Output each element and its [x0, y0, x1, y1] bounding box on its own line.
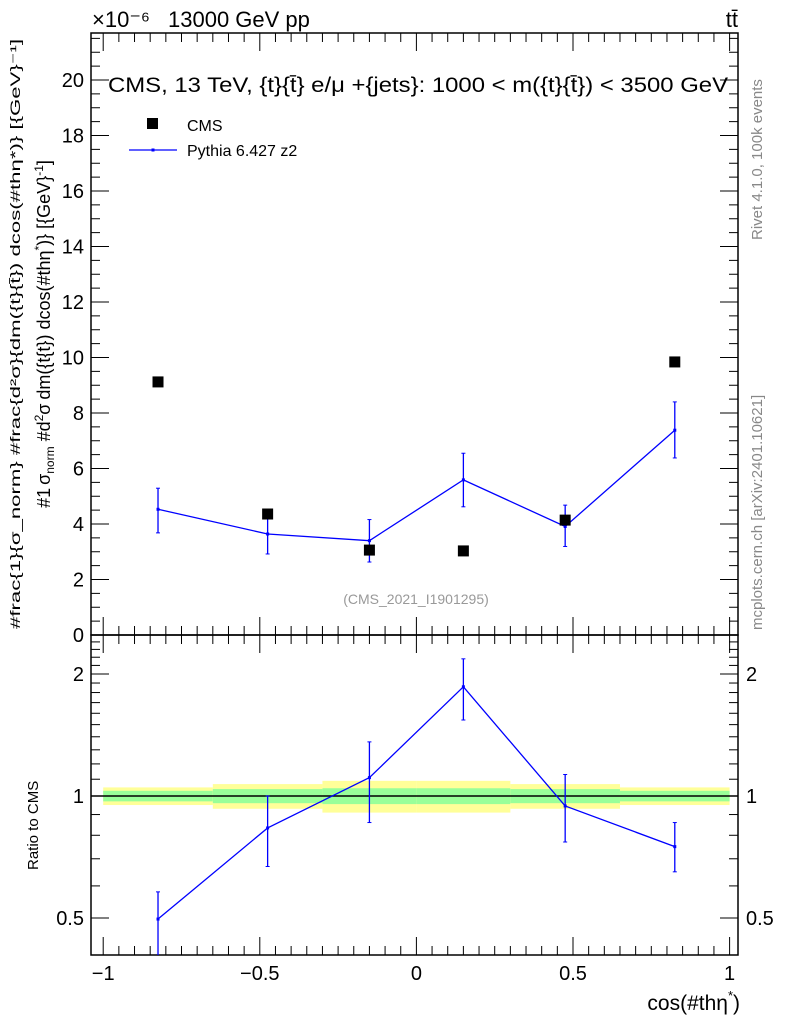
side-label-bottom: mcplots.cern.ch [arXiv:2401.10621] — [749, 395, 766, 630]
ratio-line — [157, 685, 676, 920]
y-tick-label: 4 — [73, 514, 84, 536]
header-right: tt̄ — [726, 7, 738, 32]
legend-pythia-marker — [151, 148, 155, 152]
pythia-point — [563, 524, 567, 528]
ratio-point — [266, 826, 270, 830]
cms-point — [152, 376, 164, 388]
y-tick-label: 18 — [62, 126, 84, 148]
pythia-line — [157, 429, 676, 542]
exponent-label: ×10⁻⁶ — [92, 7, 150, 32]
ratio-point — [461, 685, 465, 689]
pythia-point — [266, 532, 270, 536]
x-tick-label: −1 — [92, 963, 115, 985]
x-axis-title: cos(#thη*) — [647, 988, 740, 1015]
ratio-point — [156, 917, 160, 921]
cms-point — [669, 356, 681, 368]
y-tick-label: 2 — [73, 570, 84, 592]
ratio-tick-label-right: 1 — [746, 786, 757, 808]
y-tick-label: 10 — [62, 348, 84, 370]
legend-pythia-label: Pythia 6.427 z2 — [187, 143, 297, 160]
data-marks — [152, 356, 681, 955]
y-tick-label: 14 — [62, 237, 84, 259]
watermark: (CMS_2021_I1901295) — [343, 591, 489, 607]
ratio-tick-label: 1 — [73, 786, 84, 808]
y-tick-label: 6 — [73, 459, 84, 481]
x-tick-label: 0.5 — [559, 963, 587, 985]
x-tick-label: −0.5 — [240, 963, 279, 985]
x-tick-label: 1 — [724, 963, 735, 985]
plot-title: CMS, 13 TeV, {t}{t̄} e/μ +{jets}: 1000 <… — [108, 74, 728, 97]
ratio-frame — [90, 634, 739, 956]
cms-point — [262, 508, 274, 520]
ratio-point — [563, 804, 567, 808]
cms-point — [363, 544, 375, 556]
header-left: 13000 GeV pp — [168, 7, 310, 32]
ratio-point — [673, 845, 677, 849]
ratio-tick-label: 0.5 — [56, 908, 84, 930]
y-axis-title-rendered: #1σnorm#d2σdm({t{t}) dcos(#thη*)} [{GeV}… — [32, 160, 57, 508]
side-label-top: Rivet 4.1.0, 100k events — [749, 79, 766, 240]
pythia-point — [367, 539, 371, 543]
pythia-point — [673, 428, 677, 432]
ratio-point — [367, 776, 371, 780]
y-tick-label: 8 — [73, 403, 84, 425]
x-tick-label: 0 — [411, 963, 422, 985]
ratio-tick-label-right: 2 — [746, 664, 757, 686]
y-tick-label: 12 — [62, 292, 84, 314]
pythia-point — [156, 507, 160, 511]
y-axis-title: #frac{1}{σ_norm} #frac{d²σ}{dm({t}{t̄}) … — [7, 39, 23, 629]
svg-text:#1σnorm#d2σdm({t{t}) dcos(#thη: #1σnorm#d2σdm({t{t}) dcos(#thη*)} [{GeV}… — [32, 160, 57, 508]
cms-point — [559, 514, 571, 526]
cms-point — [457, 545, 469, 557]
y-tick-label: 20 — [62, 70, 84, 92]
ratio-tick-label-right: 0.5 — [746, 908, 774, 930]
ratio-y-axis-title: Ratio to CMS — [25, 781, 42, 870]
legend-cms-marker — [147, 118, 158, 129]
legend-cms-label: CMS — [187, 118, 223, 135]
ratio-tick-label: 2 — [73, 664, 84, 686]
pythia-point — [461, 478, 465, 482]
y-tick-label: 0 — [73, 625, 84, 647]
y-tick-label: 16 — [62, 181, 84, 203]
